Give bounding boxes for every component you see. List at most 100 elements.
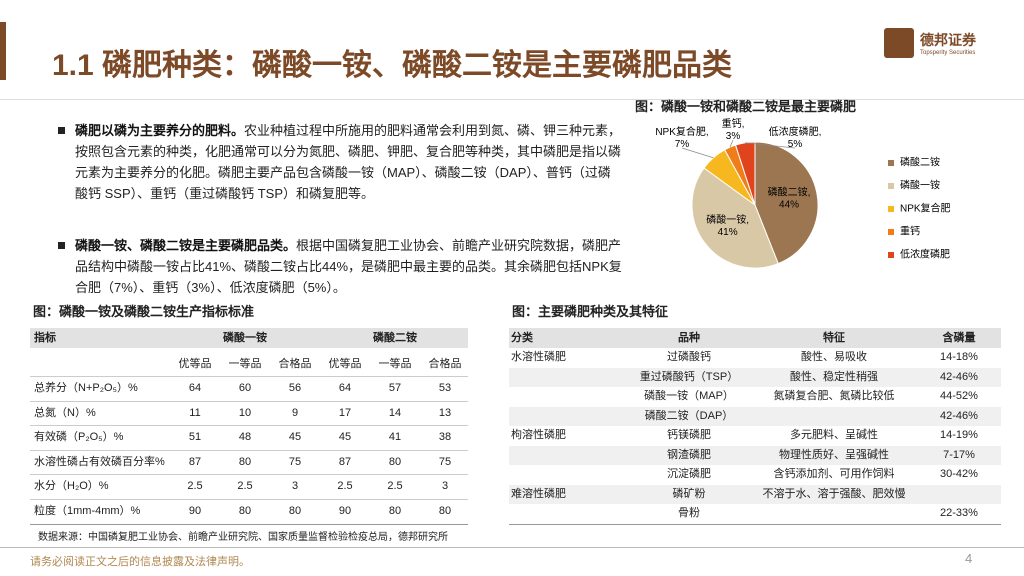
leader-line [729, 139, 734, 148]
table-title: 图：主要磷肥种类及其特征 [512, 304, 669, 319]
table-cell: 90 [338, 504, 352, 517]
leader-line [681, 147, 714, 159]
table-cell: 17 [338, 406, 352, 419]
table-cell: 枸溶性磷肥 [511, 429, 566, 441]
table-cell: 60 [238, 382, 252, 394]
table-cell: 44-52% [940, 390, 978, 402]
leader-line [745, 142, 796, 149]
table-cell: 特征 [823, 332, 845, 344]
data-label: 磷酸一铵, 41% [706, 213, 749, 238]
logo-name: 德邦证券 [920, 32, 976, 48]
table-cell: 难溶性磷肥 [511, 487, 566, 500]
pie-slice [691, 167, 779, 269]
table-cell: 80 [388, 455, 402, 468]
row-line [30, 425, 468, 426]
table-cell: 11 [189, 406, 201, 419]
table-cell: 骨粉 [678, 507, 700, 519]
table-cell: 物理性质好、呈强碱性 [779, 448, 889, 461]
row-line [30, 449, 468, 451]
table-cell: 水分（H₂O）% [34, 480, 109, 492]
row-line [30, 498, 468, 500]
legend-swatch [888, 252, 894, 258]
table-cell: 重过磷酸钙（TSP） [639, 370, 739, 383]
table-cell: 3 [291, 480, 299, 492]
table-cell: 酸性、稳定性稍强 [790, 370, 878, 383]
bullet-lead: 磷酸一铵、磷酸二铵是主要磷肥品类。 [75, 238, 297, 253]
table-cell: 41 [388, 431, 402, 443]
table-cell: 不溶于水、溶于强酸、肥效慢 [762, 487, 906, 500]
table-cell: 总养分（N+P₂O₅）% [34, 382, 138, 394]
table-cell: 42-46% [940, 370, 978, 383]
table-cell: 51 [188, 431, 202, 443]
table-cell: 7-17% [943, 448, 975, 461]
pie-chart: 磷酸二铵, 44% 磷酸一铵, 41% NPK复合肥, 7% 重钙, 3% 低浓度磷肥, 5% 磷酸… [655, 117, 951, 269]
table-cell: 14-19% [940, 429, 978, 441]
data-label: 重钙, 3% [722, 117, 745, 142]
table-cell: 磷酸二铵（DAP） [644, 409, 734, 422]
table-cell: 一等品 [378, 358, 412, 370]
legend-label: 磷酸二铵 [900, 156, 940, 169]
table-cell: 粒度（1mm-4mm）% [34, 504, 141, 517]
table-cell: 14-18% [940, 351, 978, 363]
source: 数据来源：中国磷复肥工业协会、前瞻产业研究院、国家质量监督检验检疫总局，德邦研究… [38, 532, 448, 543]
table-cell: 钙镁磷肥 [667, 429, 711, 441]
legend-label: 低浓度磷肥 [900, 248, 950, 261]
table-cell: 56 [288, 382, 302, 394]
table-cell: 磷酸一铵 [223, 332, 267, 344]
table-cell: 42-46% [940, 409, 978, 422]
table-cell: 多元肥料、呈碱性 [790, 429, 878, 441]
table-cell: 53 [438, 382, 452, 394]
table-cell: 57 [388, 382, 402, 394]
table-cell: 48 [238, 431, 252, 443]
row-band [509, 445, 1001, 465]
table-cell: 2.5 [337, 480, 353, 492]
table-cell: 64 [338, 382, 352, 394]
table-cell: 9 [291, 406, 299, 419]
table-cell: 合格品 [278, 358, 312, 370]
bullet: 磷肥以磷为主要养分的肥料。农业种植过程中所施用的肥料通常会利用到氮、磷、钾三种元… [58, 120, 623, 204]
data-label: 磷酸二铵, 44% [768, 185, 811, 210]
table-cell: 含磷量 [942, 332, 976, 344]
row-line [509, 524, 1001, 525]
pie-slice [754, 141, 819, 265]
data-label: NPK复合肥, 7% [655, 125, 708, 150]
bullet: 磷酸一铵、磷酸二铵是主要磷肥品类。根据中国磷复肥工业协会、前瞻产业研究院数据，磷… [58, 235, 623, 298]
accent-bar [0, 22, 6, 80]
legend-swatch [888, 229, 894, 235]
table-cell: 氮磷复合肥、氮磷比较低 [773, 390, 895, 402]
table-cell: 75 [438, 455, 452, 468]
table-cell: 80 [238, 504, 252, 517]
table-cell: 2.5 [237, 480, 253, 492]
legend-swatch [888, 160, 894, 166]
chart-title: 图：磷酸一铵和磷酸二铵是最主要磷肥 [635, 99, 857, 114]
page-number: 4 [965, 551, 973, 566]
table-cell: 钢渣磷肥 [667, 448, 711, 461]
table-cell: 2.5 [387, 480, 403, 492]
legend-label: 重钙 [900, 225, 920, 238]
table-cell: 过磷酸钙 [667, 351, 711, 363]
table-cell: 品种 [678, 332, 700, 344]
table-cell: 45 [338, 431, 352, 443]
table-cell: 优等品 [178, 358, 212, 370]
legend-label: NPK复合肥 [900, 202, 951, 215]
data-label: 低浓度磷肥, 5% [769, 125, 822, 150]
table-cell: 磷酸二铵 [373, 332, 417, 344]
table-cell: 磷酸一铵（MAP） [644, 390, 734, 402]
table-cell: 含钙添加剂、可用作饲料 [773, 468, 895, 480]
footer-line [0, 547, 1024, 548]
row-band [509, 406, 1001, 426]
table: 指标 磷酸一铵 磷酸二铵 优等品 一等品 合格品 优等品 一等品 合格品 总养分（N+P₂O₅）%… [30, 320, 468, 525]
table-cell: 13 [438, 406, 452, 419]
table-cell: 80 [288, 504, 302, 517]
table-cell: 10 [238, 406, 252, 419]
table: 分类 品种 特征 含磷量 水溶性磷肥 过磷酸钙 酸性、易吸收 14-18% 重过磷酸钙（TSP）… [509, 320, 1001, 525]
table-cell: 64 [188, 382, 202, 394]
table-cell: 87 [188, 455, 202, 468]
bullet-text: 根据中国磷复肥工业协会、前瞻产业研究院数据，磷肥产品结构中磷酸一铵占比41%、磷… [75, 238, 622, 295]
header-band [30, 328, 468, 348]
table-title: 图：磷酸一铵及磷酸二铵生产指标标准 [33, 304, 255, 319]
table-cell: 22-33% [940, 507, 978, 519]
table-cell: 3 [441, 480, 449, 492]
table-cell: 38 [438, 431, 452, 443]
table-cell: 水溶性磷肥 [511, 351, 566, 363]
